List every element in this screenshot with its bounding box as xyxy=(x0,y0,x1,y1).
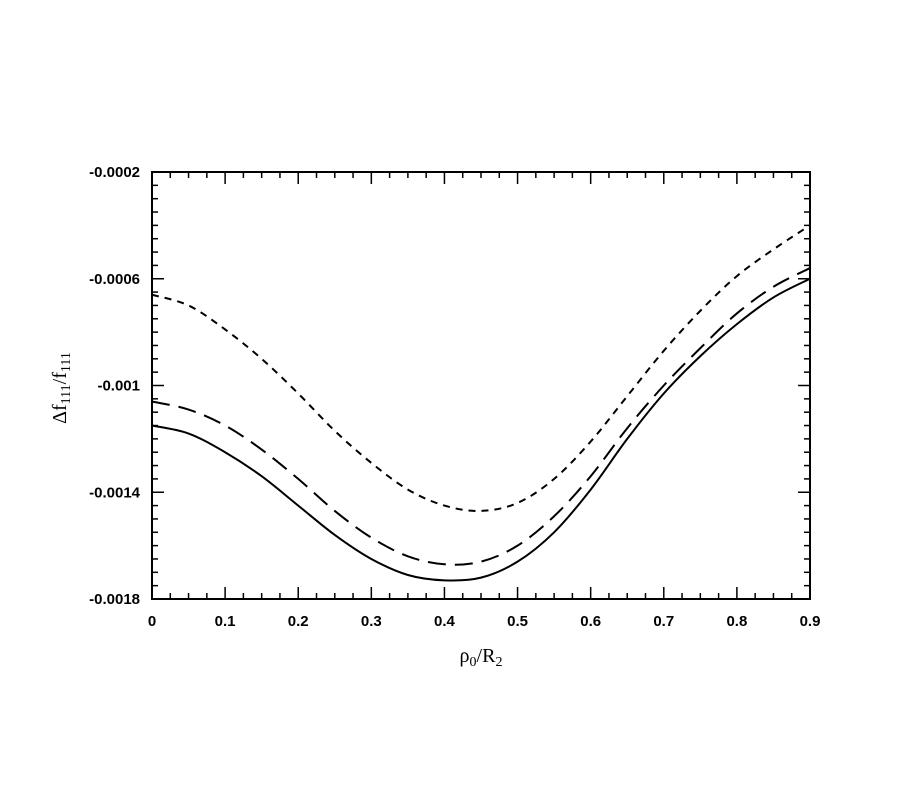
series-line-long-dash xyxy=(151,267,811,566)
y-tick-label: -0.0014 xyxy=(89,484,141,501)
plot-frame xyxy=(151,171,811,600)
y-axis-label-mid: /f xyxy=(49,372,71,385)
x-axis-label-main: ρ xyxy=(460,645,470,667)
y-axis: -0.0002 -0.0006 -0.001 -0.0014 -0.0018 xyxy=(89,164,810,608)
y-tick-label: -0.001 xyxy=(97,378,140,395)
y-tick-label: -0.0002 xyxy=(89,164,140,181)
y-axis-label-sub1: 111 xyxy=(59,384,74,404)
x-tick-label: 0.4 xyxy=(434,613,456,630)
x-tick-label: 0.6 xyxy=(580,613,601,630)
x-tick-label: 0.1 xyxy=(215,613,236,630)
x-tick-label: 0.3 xyxy=(361,613,382,630)
x-axis-label-sub1: 0 xyxy=(470,655,477,670)
x-axis-label-mid: /R xyxy=(477,645,497,667)
x-tick-label: 0.7 xyxy=(653,613,674,630)
series-layer xyxy=(151,224,811,582)
x-axis-label-sub2: 2 xyxy=(495,655,502,670)
y-axis-label-sub2: 111 xyxy=(59,352,74,372)
y-tick-label: -0.0018 xyxy=(89,591,140,608)
x-axis-label: ρ0/R2 xyxy=(460,645,503,670)
x-tick-label: 0.8 xyxy=(726,613,747,630)
x-tick-label: 0.9 xyxy=(800,613,821,630)
y-axis-label-main: Δf xyxy=(49,404,71,424)
x-tick-label: 0.2 xyxy=(288,613,309,630)
series-line-short-dash xyxy=(151,224,811,512)
y-tick-label: -0.0006 xyxy=(89,271,140,288)
x-tick-label: 0 xyxy=(148,613,156,630)
series-line-solid xyxy=(151,277,811,582)
x-tick-label: 0.5 xyxy=(507,613,528,630)
y-axis-label: Δf111/f111 xyxy=(49,352,74,424)
x-axis: 0 0.1 0.2 0.3 0.4 0.5 0.6 0.7 0.8 0.9 xyxy=(148,172,821,630)
